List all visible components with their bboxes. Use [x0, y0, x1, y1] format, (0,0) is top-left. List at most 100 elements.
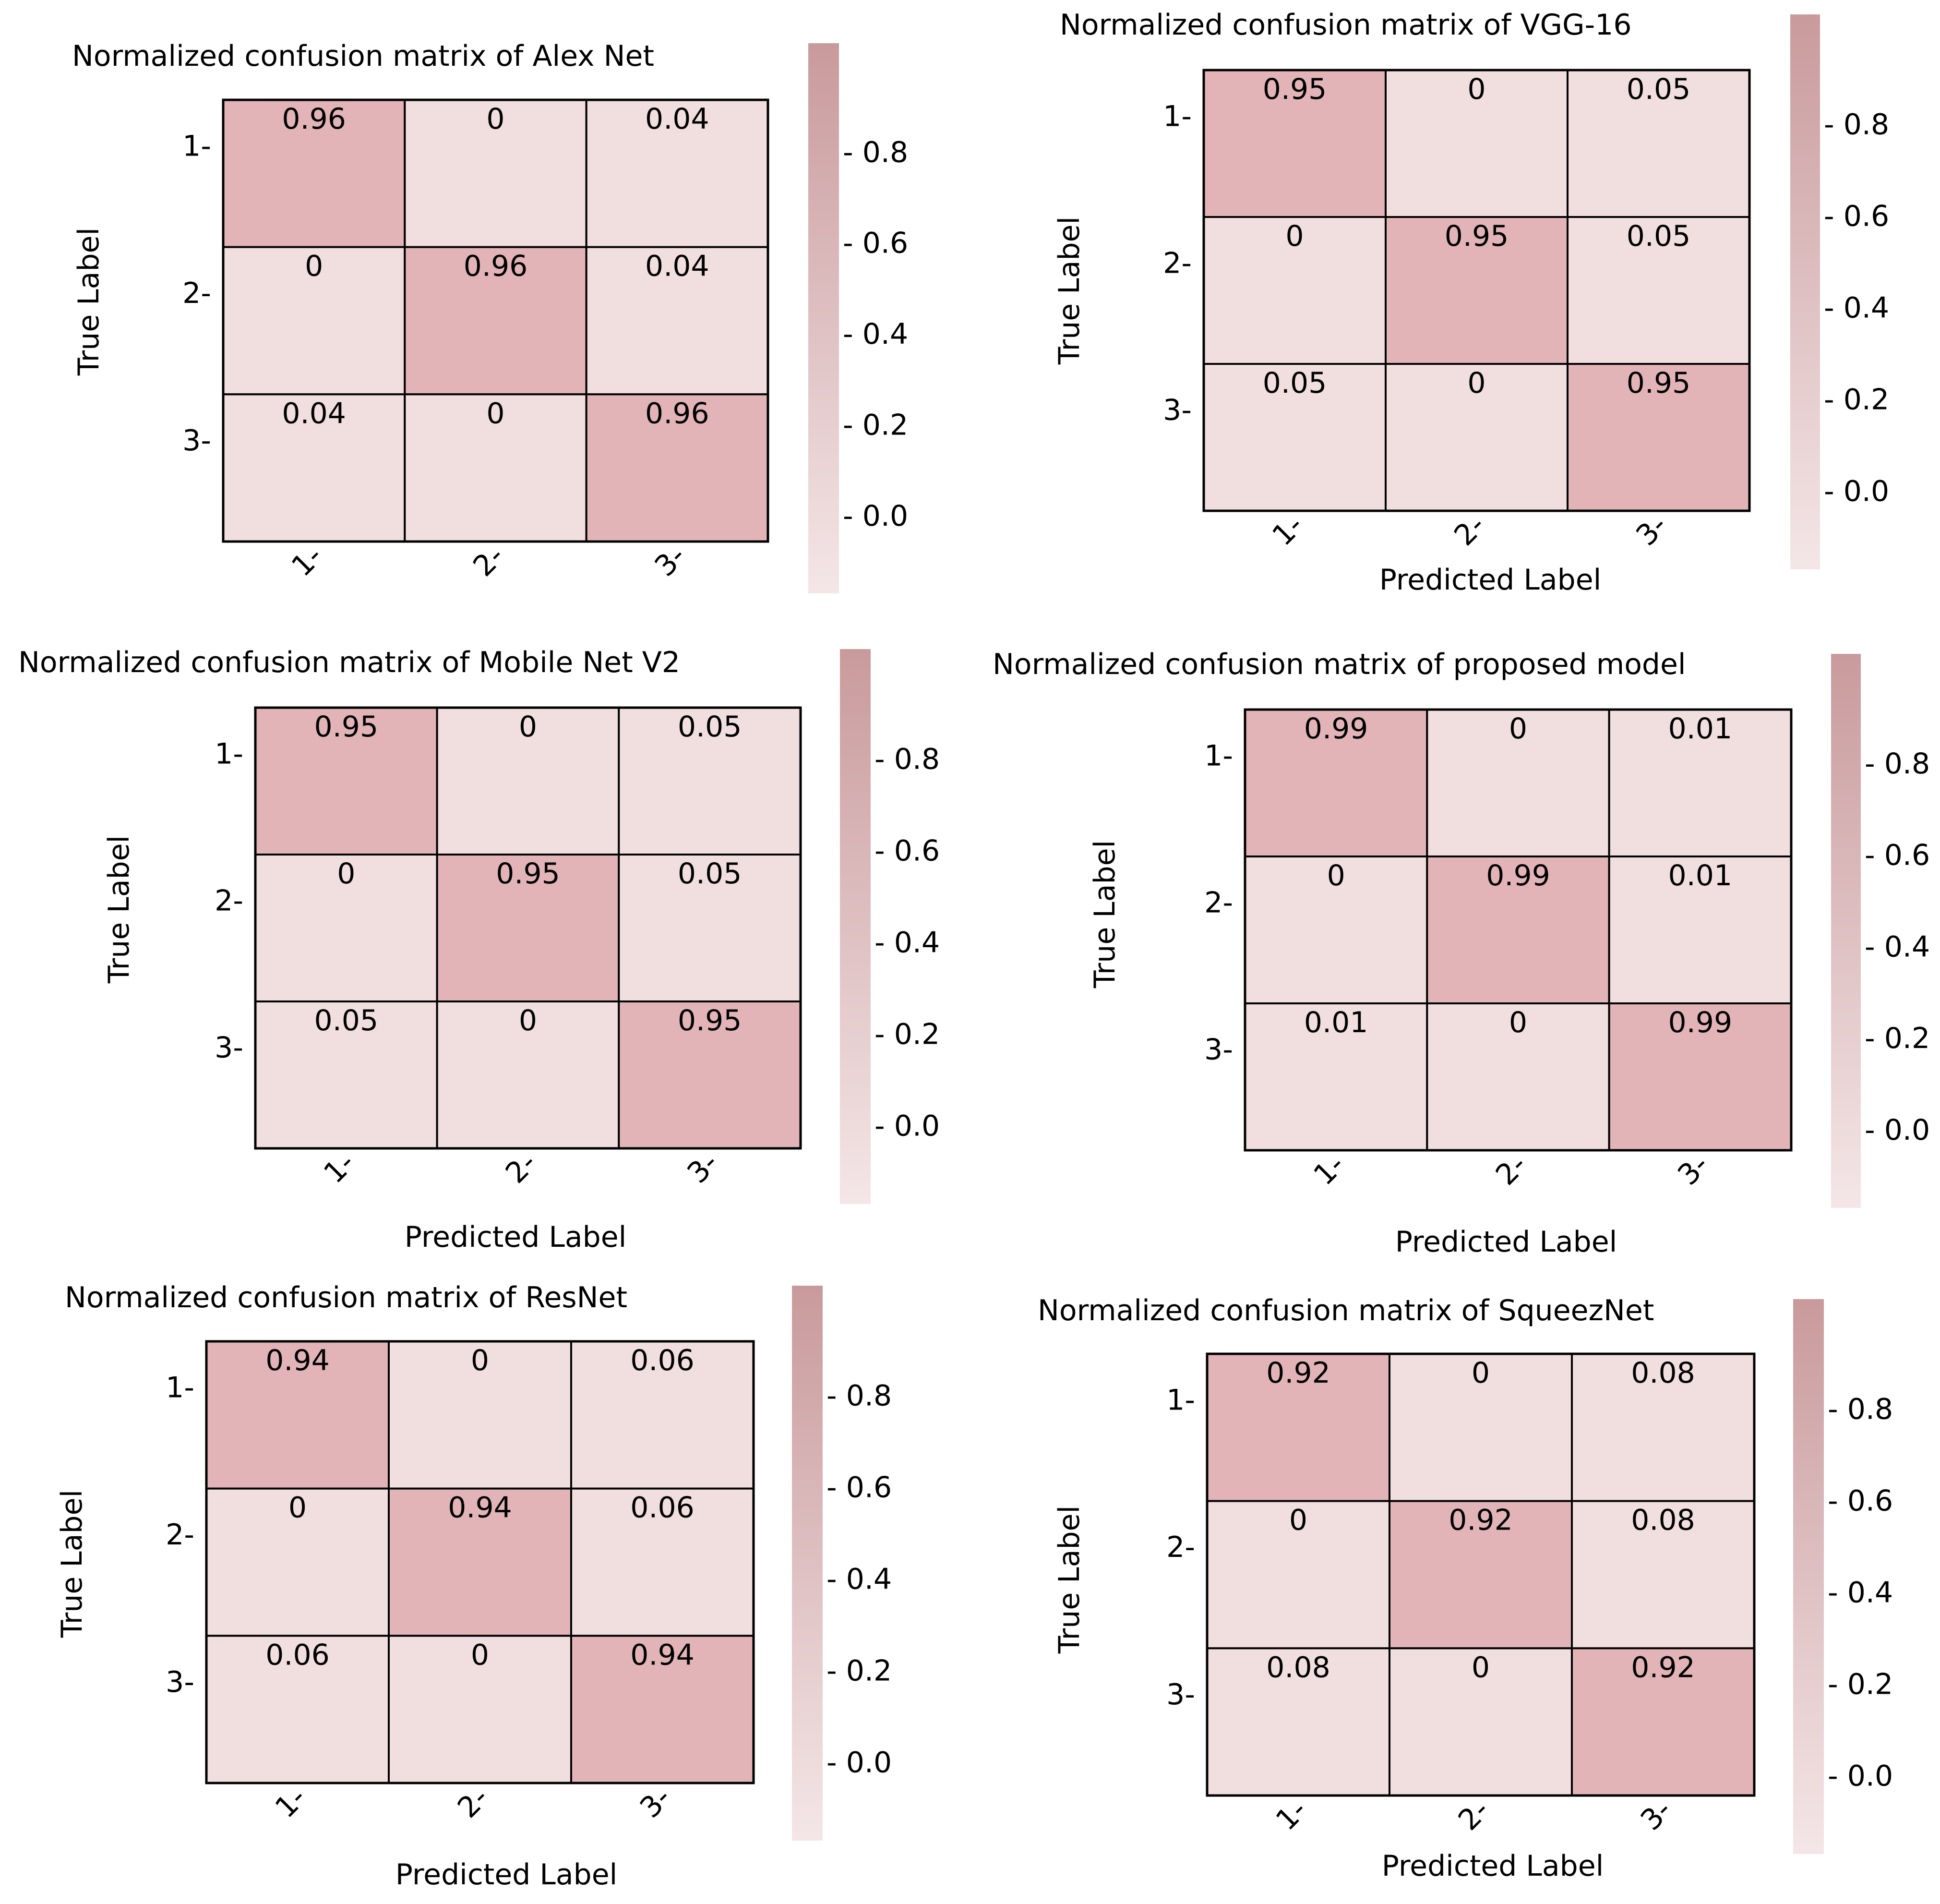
heatmap-cell — [205, 1635, 390, 1784]
cell-value-label: 0.95 — [314, 710, 379, 744]
cell-value-label: 0.94 — [630, 1638, 695, 1672]
colorbar-tick-label: - 0.4 — [1828, 1576, 1893, 1609]
heatmap-cell — [1608, 1002, 1793, 1151]
heatmap-cell — [1385, 216, 1569, 365]
colorbar-tick-label: - 0.0 — [874, 1109, 940, 1143]
heatmap-cell — [1206, 1500, 1390, 1650]
heatmap-cell — [1244, 856, 1428, 1004]
colorbar-tick-label: - 0.4 — [826, 1562, 892, 1596]
heatmap-cell — [1567, 363, 1750, 512]
y-axis-label: True Label — [1053, 217, 1086, 365]
confusion-matrix-panel-2: Normalized confusion matrix of VGG-16 0.9… — [1053, 8, 1889, 597]
chart-title: Normalized confusion matrix of proposed … — [993, 648, 1686, 681]
chart-title: Normalized confusion matrix of ResNet — [65, 1281, 627, 1314]
y-tick-label: 2- — [215, 884, 243, 917]
y-tick-label: 1- — [166, 1371, 194, 1405]
y-axis-label: True Label — [72, 228, 106, 376]
colorbar — [1793, 1299, 1824, 1854]
y-axis-label: True Label — [1088, 840, 1122, 988]
cell-value-label: 0.04 — [645, 250, 709, 283]
heatmap-cell — [1244, 1002, 1428, 1151]
cell-value-label: 0.06 — [630, 1491, 695, 1525]
y-tick-label: 1- — [1166, 1384, 1195, 1417]
cell-value-label: 0 — [1285, 219, 1304, 253]
heatmap-border — [222, 98, 769, 543]
chart-title: Normalized confusion matrix of VGG-16 — [1060, 8, 1632, 42]
heatmap-border — [254, 706, 802, 1150]
colorbar-tick-label: - 0.2 — [1828, 1668, 1893, 1701]
x-axis-label: Predicted Label — [1382, 1849, 1604, 1883]
heatmap-cell — [222, 246, 406, 396]
cell-value-label: 0.95 — [1627, 366, 1691, 400]
x-tick-label: 2- — [499, 1146, 543, 1190]
x-tick-label: 1- — [269, 1781, 313, 1825]
y-tick-label: 2- — [182, 277, 211, 310]
cell-value-label: 0.01 — [1668, 712, 1733, 746]
cell-value-label: 0.92 — [1449, 1504, 1513, 1537]
colorbar-tick-label: - 0.2 — [843, 409, 908, 442]
cell-value-label: 0.08 — [1266, 1651, 1330, 1684]
cell-value-label: 0.08 — [1631, 1504, 1695, 1537]
colorbar — [1831, 654, 1861, 1208]
x-tick-label: 1- — [1269, 1793, 1314, 1837]
confusion-matrix-panel-4: Normalized confusion matrix of proposed … — [993, 648, 1930, 1259]
heatmap-cell — [1385, 69, 1569, 218]
confusion-matrix-panel-1: Normalized confusion matrix of Alex Net 0… — [72, 39, 908, 593]
colorbar-tick-label: - 0.8 — [1865, 747, 1930, 781]
x-axis-label: Predicted Label — [1379, 563, 1602, 597]
x-axis-label: Predicted Label — [405, 1220, 627, 1254]
cell-value-label: 0.05 — [314, 1004, 379, 1037]
heatmap-border — [1202, 69, 1751, 512]
heatmap-cell — [1571, 1500, 1755, 1650]
y-tick-label: 2- — [166, 1518, 194, 1552]
cell-value-label: 0.99 — [1486, 859, 1550, 892]
heatmap-cell — [254, 1000, 438, 1149]
colorbar-tick-label: - 0.4 — [1865, 930, 1930, 964]
heatmap-cell — [1385, 363, 1569, 512]
colorbar-tick-label: - 0.4 — [1824, 291, 1889, 325]
y-tick-label: 1- — [182, 130, 211, 163]
cell-value-label: 0.05 — [678, 710, 742, 744]
heatmap-cell — [404, 246, 587, 396]
y-tick-label: 2- — [1163, 246, 1192, 280]
cell-value-label: 0 — [1509, 712, 1527, 746]
cell-value-label: 0.04 — [282, 397, 346, 430]
x-tick-label: 2- — [467, 539, 511, 583]
cell-value-label: 0.96 — [645, 397, 709, 430]
x-tick-label: 3- — [1671, 1148, 1715, 1192]
chart-title: Normalized confusion matrix of Alex Net — [72, 39, 654, 73]
cell-value-label: 0.01 — [1304, 1006, 1368, 1039]
colorbar-tick-label: - 0.0 — [826, 1746, 892, 1780]
chart-title: Normalized confusion matrix of SqueezNet — [1038, 1294, 1654, 1327]
colorbar — [808, 43, 839, 593]
cell-value-label: 0 — [471, 1344, 489, 1377]
cell-value-label: 0.08 — [1631, 1356, 1695, 1390]
cell-value-label: 0.96 — [282, 102, 346, 136]
colorbar-tick-label: - 0.0 — [1865, 1113, 1930, 1147]
heatmap-cell — [436, 707, 620, 856]
y-tick-label: 3- — [215, 1031, 243, 1064]
colorbar-tick-label: - 0.6 — [1865, 839, 1930, 872]
y-tick-label: 2- — [1166, 1530, 1195, 1564]
colorbar-tick-label: - 0.2 — [874, 1018, 940, 1051]
colorbar-tick-label: - 0.0 — [1828, 1759, 1893, 1793]
cell-value-label: 0 — [1472, 1651, 1490, 1684]
colorbar-tick-label: - 0.6 — [1824, 199, 1889, 233]
heatmap-cell — [404, 99, 587, 248]
cell-value-label: 0 — [1509, 1006, 1527, 1039]
y-tick-label: 3- — [1163, 393, 1192, 427]
heatmap-border — [205, 1340, 755, 1784]
cell-value-label: 0 — [519, 710, 537, 744]
colorbar-tick-label: - 0.6 — [826, 1470, 892, 1504]
heatmap-cell — [1206, 1647, 1390, 1796]
cell-value-label: 0.05 — [678, 857, 742, 891]
x-tick-label: 3- — [1634, 1793, 1678, 1837]
heatmap-cell — [254, 707, 438, 856]
cell-value-label: 0.92 — [1266, 1356, 1330, 1390]
cell-value-label: 0 — [519, 1004, 537, 1037]
heatmap-cell — [1567, 216, 1750, 365]
cell-value-label: 0.95 — [678, 1004, 742, 1037]
colorbar-tick-label: - 0.0 — [843, 499, 908, 533]
colorbar-tick-label: - 0.2 — [1824, 383, 1889, 417]
